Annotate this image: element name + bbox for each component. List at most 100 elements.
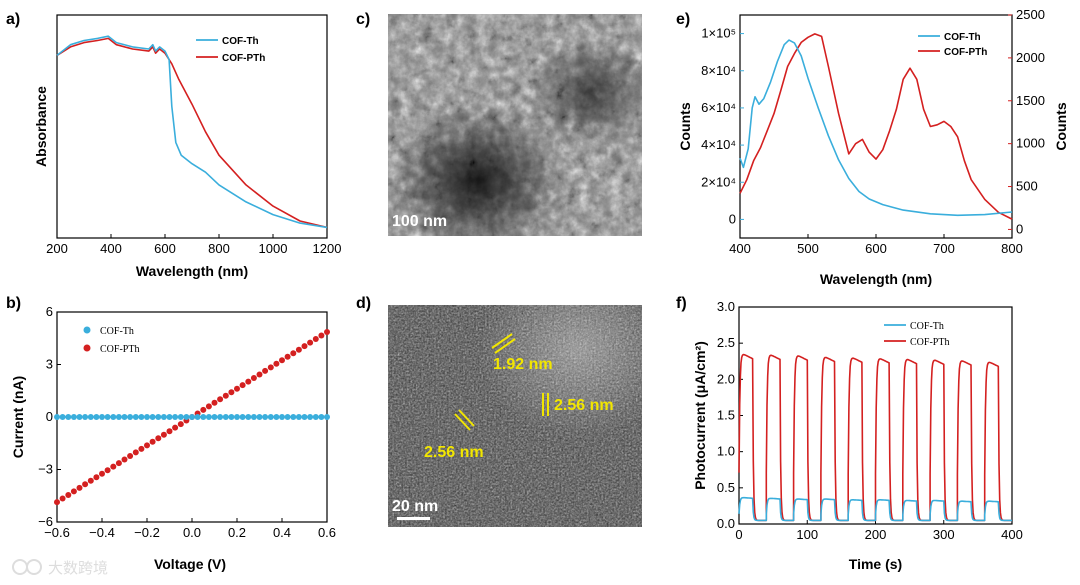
series-point-cof-th (121, 414, 128, 420)
x-tick-label: 100 (796, 527, 818, 542)
series-point-cof-pth (127, 453, 134, 459)
series-point-cof-pth (324, 329, 330, 335)
series-point-cof-pth (160, 431, 167, 438)
y-tick-label: 1×10⁵ (701, 26, 736, 41)
series-point-cof-pth (166, 428, 173, 435)
series-point-cof-pth (267, 364, 274, 371)
series-point-cof-pth (279, 357, 285, 364)
x-tick-label: 1200 (313, 241, 342, 256)
series-point-cof-th (115, 414, 122, 420)
y-tick-label: −6 (38, 514, 53, 529)
x-tick-label: 0.4 (273, 525, 291, 540)
series-point-cof-pth (54, 499, 60, 506)
series-point-cof-pth (149, 438, 156, 445)
series-point-cof-pth (70, 488, 77, 495)
x-tick-label: 800 (208, 241, 230, 256)
x-tick-label: 300 (933, 527, 955, 542)
x-tick-label: 400 (100, 241, 122, 256)
series-point-cof-pth (155, 435, 162, 442)
series-point-cof-pth (239, 382, 246, 389)
series-line-cof-th (739, 39, 1013, 217)
series-point-cof-th (250, 414, 257, 420)
tem-micrograph: 1.92 nm 2.56 nm 2.56 nm 20 nm (388, 305, 642, 527)
series-point-cof-th (217, 414, 224, 420)
series-point-cof-pth (234, 385, 240, 392)
sem-scale-label: 100 nm (392, 213, 447, 230)
chart-a-absorbance: 200 400 600 800 1000 1200 COF-Th COF-PTh Wavelen… (33, 14, 342, 279)
legend-cof-th: COF-Th (222, 36, 259, 47)
lattice-spacing-label: 2.56 nm (424, 444, 484, 461)
x-tick-label: 500 (797, 241, 819, 256)
series-point-cof-pth (250, 375, 257, 381)
series-point-cof-pth (307, 339, 314, 346)
series-point-cof-th (267, 414, 274, 420)
watermark: 大数跨境 (12, 559, 108, 577)
x-tick-label: 400 (729, 241, 751, 256)
series-line-cof-th (56, 35, 328, 229)
series-point-cof-th (177, 414, 184, 420)
series-point-cof-th (239, 414, 246, 420)
panel-label-c: c) (356, 11, 370, 28)
series-point-cof-th (87, 414, 94, 420)
y-axis-label-left: Counts (677, 102, 693, 150)
y-tick-label: 8×10⁴ (701, 63, 736, 78)
series-point-cof-th (54, 414, 60, 420)
lattice-spacing-label: 2.56 nm (554, 397, 614, 414)
legend-cof-pth: COF-PTh (100, 344, 139, 355)
series-point-cof-pth (59, 495, 66, 502)
x-tick-label: 700 (933, 241, 955, 256)
series-point-cof-th (65, 414, 72, 420)
x-tick-label: 0.0 (183, 525, 201, 540)
y-tick-label: 2.0 (717, 371, 735, 386)
series-point-cof-pth (256, 371, 263, 378)
x-tick-label: 200 (865, 527, 887, 542)
y-tick-label: 0 (729, 211, 736, 226)
series-point-cof-th (256, 414, 263, 420)
series-point-cof-pth (144, 442, 150, 449)
legend-cof-th: COF-Th (944, 32, 981, 43)
series-point-cof-pth (87, 477, 94, 484)
plot-frame (56, 14, 328, 239)
y-tick-label: 2000 (1016, 50, 1045, 65)
series-point-cof-th (301, 414, 308, 420)
x-tick-label: −0.6 (44, 525, 70, 540)
y-axis-label: Photocurrent (μA/cm²) (692, 341, 708, 490)
x-tick-label: 200 (46, 241, 68, 256)
legend-cof-pth: COF-PTh (222, 53, 265, 64)
series-point-cof-th (82, 414, 89, 420)
y-tick-label: 2.5 (717, 335, 735, 350)
series-line-cof-pth (738, 353, 1013, 522)
series-point-cof-th (166, 414, 173, 420)
y-tick-label: 0.5 (717, 480, 735, 495)
y-axis-label: Current (nA) (10, 376, 26, 458)
series-point-cof-th (189, 414, 195, 420)
series-point-cof-pth (284, 353, 291, 360)
y-tick-label: 1.5 (717, 408, 735, 423)
series-point-cof-th (279, 414, 285, 420)
series-point-cof-pth (115, 460, 122, 467)
watermark-icon (12, 559, 28, 575)
y-tick-label: 0.0 (717, 516, 735, 531)
y-tick-label: 0 (1016, 221, 1023, 236)
panel-label-d: d) (356, 295, 371, 312)
series-point-cof-pth (312, 336, 319, 342)
series-point-cof-th (211, 414, 218, 420)
series-point-cof-pth (222, 392, 229, 399)
x-tick-label: −0.4 (89, 525, 115, 540)
series-line-cof-th (738, 496, 1013, 522)
chart-f-photocurrent: 0 100 200 300 400 0.0 0.5 1.0 1.5 2.0 2.5 3.0 COF-Th… (692, 299, 1023, 572)
y-tick-label: 1000 (1016, 136, 1045, 151)
series-point-cof-th (99, 414, 105, 420)
y-tick-label: −3 (38, 462, 53, 477)
y-tick-label: 1500 (1016, 93, 1045, 108)
series-point-cof-pth (295, 346, 302, 353)
watermark-text: 大数跨境 (48, 559, 108, 577)
series-point-cof-pth (262, 367, 269, 374)
series-point-cof-th (59, 414, 66, 420)
y-tick-label: 1.0 (717, 444, 735, 459)
series-point-cof-th (245, 414, 252, 420)
y-tick-label: 6 (46, 304, 53, 319)
series-point-cof-th (262, 414, 269, 420)
lattice-spacing-label: 1.92 nm (493, 356, 553, 373)
series-point-cof-pth (110, 463, 117, 470)
